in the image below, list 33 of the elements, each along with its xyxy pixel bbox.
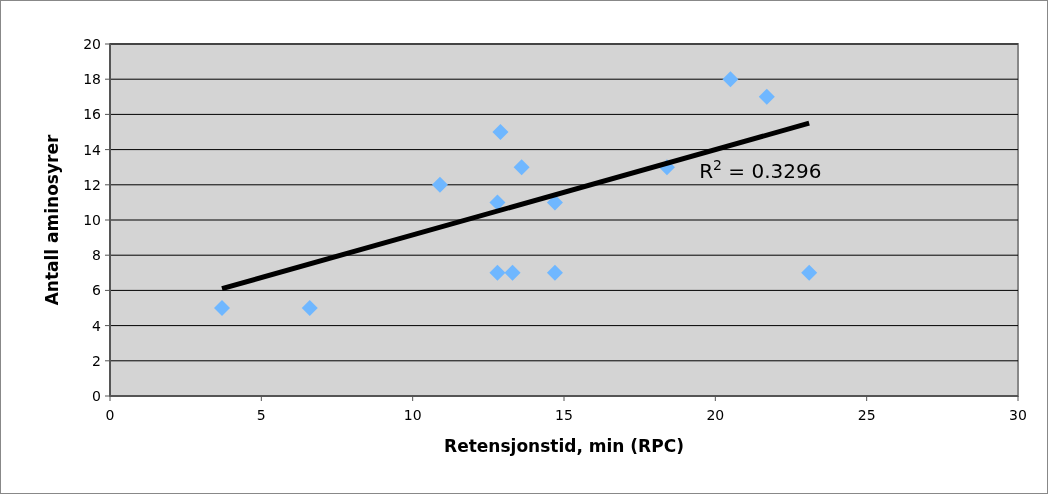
- x-tick-label: 5: [256, 407, 266, 423]
- point: [801, 264, 818, 281]
- y-tick-label: 16: [83, 106, 102, 123]
- x-tick-label: 30: [1009, 407, 1027, 423]
- y-tick-label: 2: [92, 352, 101, 369]
- y-tick-label: 18: [83, 71, 101, 88]
- point: [546, 264, 563, 281]
- y-tick-label: 8: [92, 247, 101, 264]
- y-tick-label: 12: [83, 176, 101, 193]
- point: [513, 159, 530, 176]
- x-axis-title: Retensjonstid, min (RPC): [444, 436, 684, 456]
- y-tick-label: 14: [83, 141, 102, 158]
- x-tick-label: 20: [706, 407, 725, 423]
- point: [489, 194, 506, 211]
- y-axis-title: Antall aminosyrer: [42, 134, 62, 306]
- point: [213, 300, 230, 316]
- x-tick-label: 0: [105, 407, 115, 423]
- point: [489, 264, 506, 281]
- y-tick-label: 4: [92, 317, 102, 334]
- x-tick-label: 25: [857, 407, 876, 423]
- annotation: R$^{2}$ = 0.3296: [699, 157, 822, 184]
- x-tick-label: 15: [555, 407, 573, 423]
- point: [301, 300, 318, 316]
- y-tick-label: 6: [92, 282, 102, 299]
- y-tick-label: 20: [83, 35, 101, 52]
- point: [722, 71, 739, 88]
- point: [504, 264, 521, 281]
- point: [758, 88, 775, 105]
- x-tick-label: 10: [403, 407, 422, 423]
- point: [431, 176, 448, 193]
- y-tick-label: 10: [83, 211, 101, 228]
- y-tick-label: 0: [92, 387, 101, 404]
- point: [492, 124, 509, 140]
